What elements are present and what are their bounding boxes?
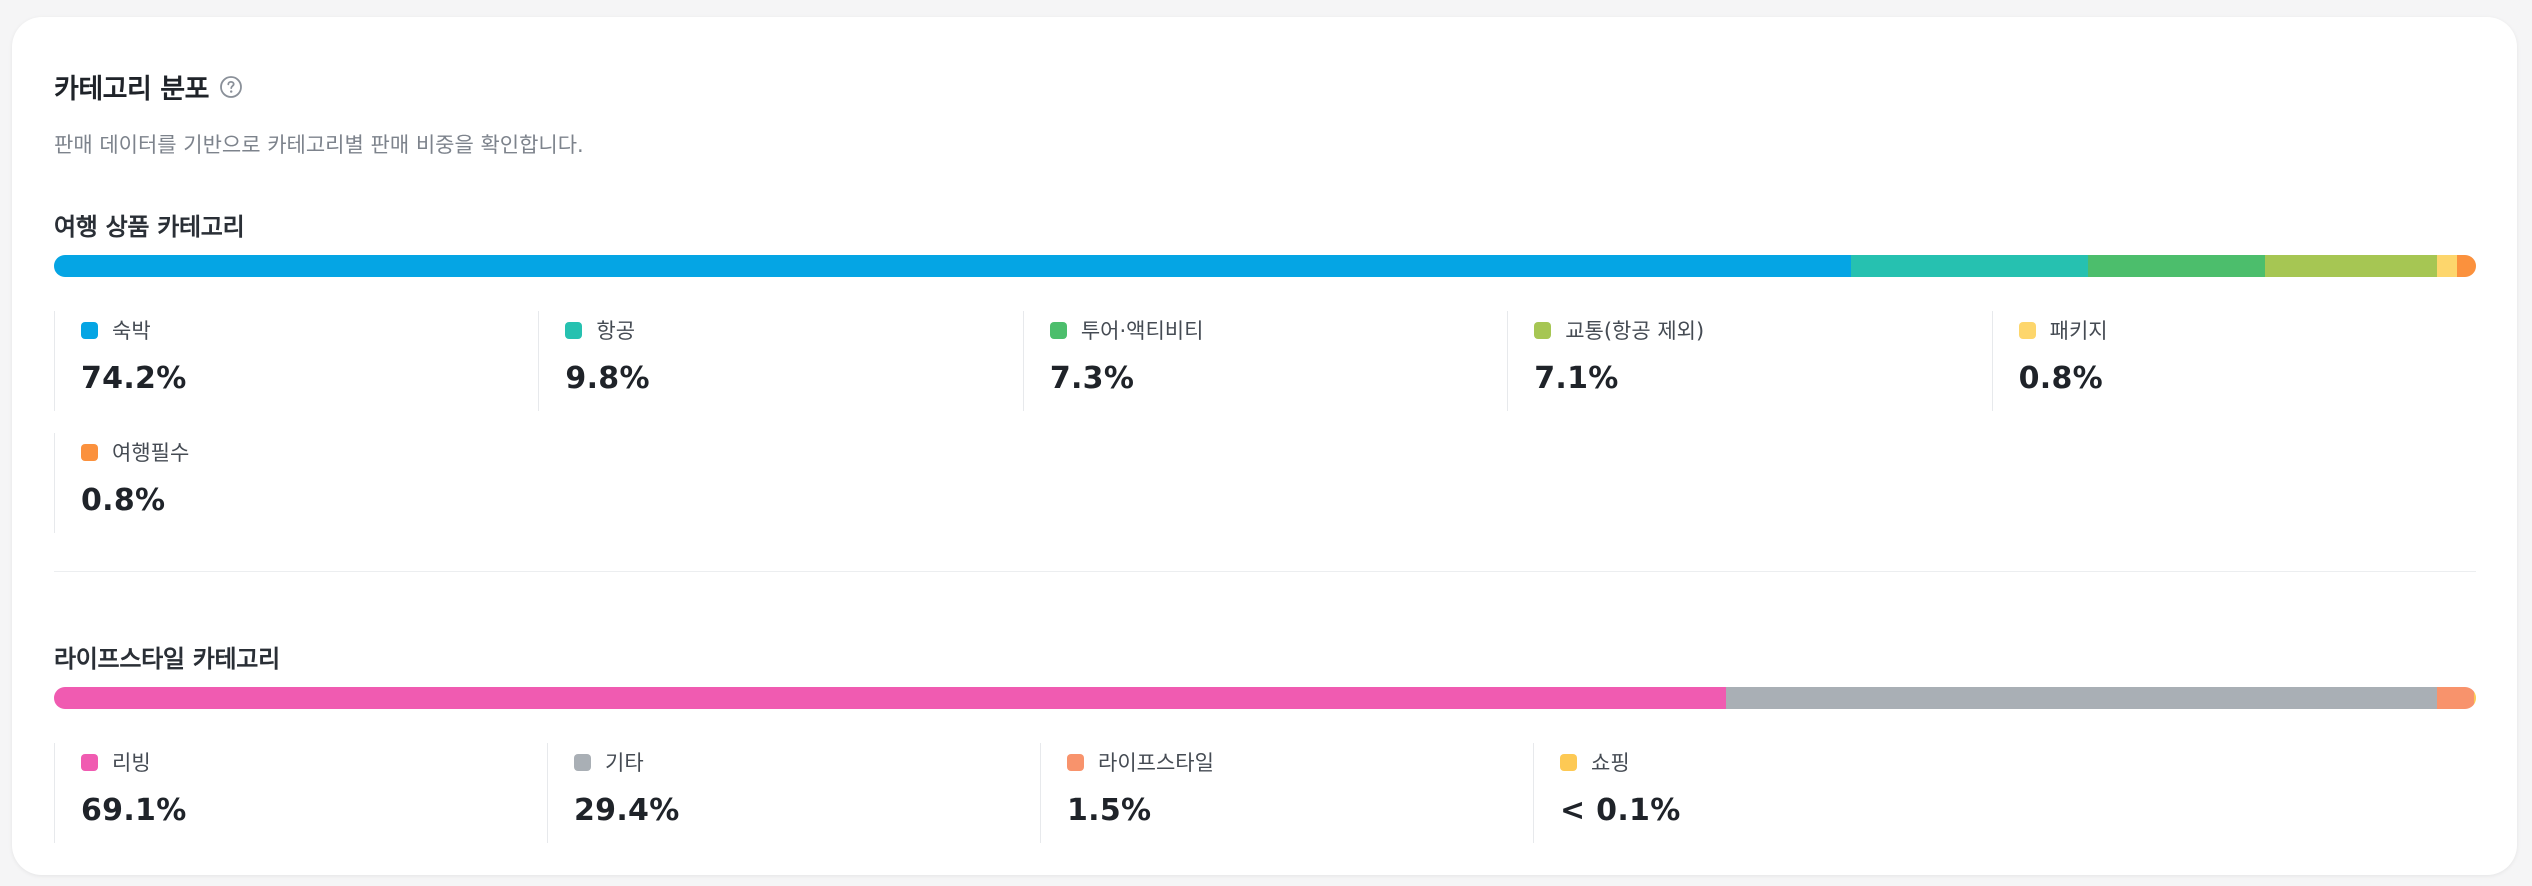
legend-value: 0.8% [2018, 361, 2104, 396]
travel-section-title: 여행 상품 카테고리 [54, 213, 245, 241]
travel-legend-item: 숙박 74.2% [54, 311, 538, 411]
legend-label-text: 라이프스타일 [1098, 751, 1214, 775]
color-swatch [1560, 753, 1577, 771]
color-swatch [574, 753, 591, 771]
legend-label: 교통(항공 제외) [1534, 315, 1991, 345]
travel-legend-row: 여행필수 0.8% [54, 433, 2476, 555]
legend-value: < 0.1% [1560, 793, 1681, 828]
legend-label-text: 항공 [596, 319, 636, 343]
legend-label: 여행필수 [81, 437, 547, 467]
color-swatch [2018, 321, 2036, 339]
color-swatch [81, 753, 98, 771]
lifestyle-legend-item: 라이프스타일 1.5% [1040, 743, 1533, 843]
card-title: 카테고리 분포 [54, 74, 209, 105]
lifestyle-section-title: 라이프스타일 카테고리 [54, 645, 280, 673]
question-circle-icon[interactable] [219, 75, 243, 99]
lifestyle-bar-segment [1725, 687, 2438, 709]
legend-label: 라이프스타일 [1067, 747, 1533, 777]
legend-value: 74.2% [81, 361, 187, 396]
lifestyle-bar-segment [2437, 687, 2474, 709]
legend-value: 1.5% [1067, 793, 1152, 828]
lifestyle-legend-row: 리빙 69.1% 기타 29.4% 라이프스타일 1.5% 쇼핑 < 0.1% [54, 743, 2476, 865]
travel-bar-segment [2088, 255, 2266, 277]
legend-value: 9.8% [565, 361, 650, 396]
section-divider [54, 571, 2476, 572]
travel-legend-item: 패키지 0.8% [1991, 311, 2476, 411]
legend-label: 쇼핑 [1560, 747, 2026, 777]
color-swatch [1067, 753, 1084, 771]
card-header: 카테고리 분포 [54, 67, 243, 106]
lifestyle-bar-segment [2473, 687, 2476, 709]
legend-label-text: 쇼핑 [1591, 751, 1630, 775]
travel-legend: 숙박 74.2% 항공 9.8% 투어·액티비티 7.3% 교통(항공 제외) 7.1% 패키지… [54, 311, 2476, 555]
legend-label-text: 패키지 [2049, 319, 2108, 343]
legend-value: 0.8% [81, 483, 166, 518]
legend-label-text: 투어·액티비티 [1080, 319, 1204, 343]
category-distribution-card: 카테고리 분포 판매 데이터를 기반으로 카테고리별 판매 비중을 확인합니다.… [12, 17, 2517, 875]
color-swatch [81, 321, 98, 339]
legend-label: 숙박 [81, 315, 538, 345]
legend-label-text: 교통(항공 제외) [1565, 319, 1705, 343]
lifestyle-legend-item: 쇼핑 < 0.1% [1533, 743, 2026, 843]
card-subtitle: 판매 데이터를 기반으로 카테고리별 판매 비중을 확인합니다. [54, 133, 584, 157]
travel-distribution-bar [54, 255, 2476, 277]
lifestyle-legend-item: 리빙 69.1% [54, 743, 547, 843]
travel-legend-item: 항공 9.8% [538, 311, 1022, 411]
travel-legend-item: 교통(항공 제외) 7.1% [1507, 311, 1991, 411]
travel-legend-item: 투어·액티비티 7.3% [1022, 311, 1507, 411]
legend-label: 투어·액티비티 [1049, 315, 1507, 345]
legend-value: 29.4% [574, 793, 680, 828]
travel-bar-segment [1851, 255, 2089, 277]
legend-label: 패키지 [2018, 315, 2476, 345]
travel-bar-segment [2265, 255, 2438, 277]
lifestyle-legend-item: 기타 29.4% [547, 743, 1040, 843]
color-swatch [1534, 321, 1552, 339]
legend-label: 리빙 [81, 747, 547, 777]
travel-bar-segment [54, 255, 1852, 277]
color-swatch [1049, 321, 1067, 339]
color-swatch [81, 443, 98, 461]
legend-value: 7.1% [1534, 361, 1619, 396]
travel-legend-item: 여행필수 0.8% [54, 433, 547, 533]
travel-legend-row: 숙박 74.2% 항공 9.8% 투어·액티비티 7.3% 교통(항공 제외) 7.1% 패키지… [54, 311, 2476, 433]
legend-value: 69.1% [81, 793, 187, 828]
legend-label: 항공 [565, 315, 1022, 345]
lifestyle-legend: 리빙 69.1% 기타 29.4% 라이프스타일 1.5% 쇼핑 < 0.1% [54, 743, 2476, 865]
legend-label: 기타 [574, 747, 1040, 777]
legend-label-text: 숙박 [112, 319, 151, 343]
legend-label-text: 리빙 [112, 751, 151, 775]
legend-label-text: 기타 [605, 751, 644, 775]
legend-value: 7.3% [1049, 361, 1135, 396]
lifestyle-bar-segment [54, 687, 1726, 709]
travel-bar-segment [2437, 255, 2457, 277]
lifestyle-distribution-bar [54, 687, 2476, 709]
legend-label-text: 여행필수 [112, 441, 190, 465]
travel-bar-segment [2456, 255, 2476, 277]
color-swatch [565, 321, 583, 339]
